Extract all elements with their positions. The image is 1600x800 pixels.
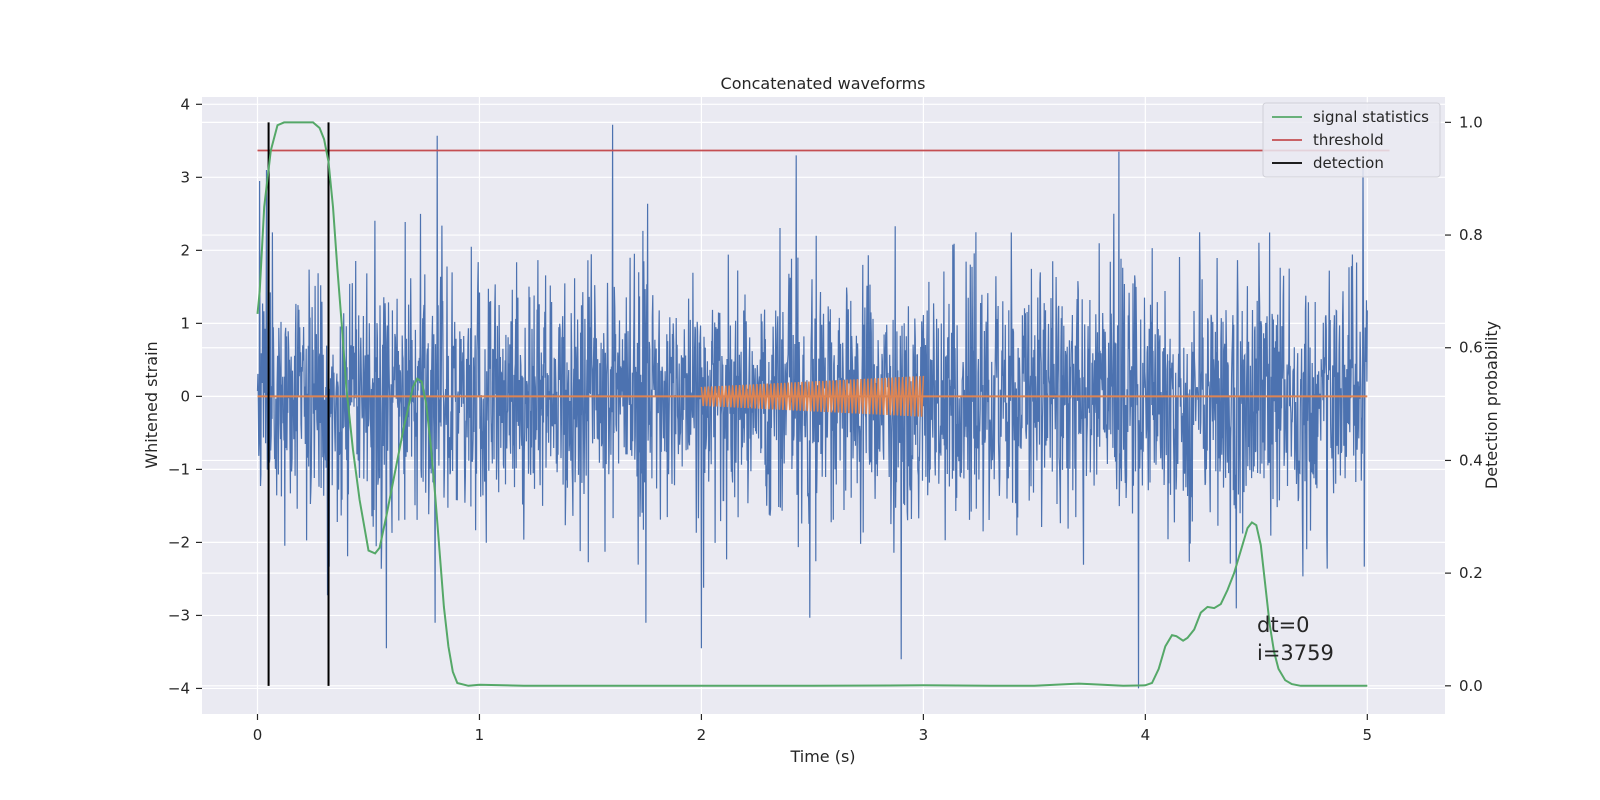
y-tick-label: 2 (180, 241, 190, 259)
x-tick-label: 1 (475, 726, 485, 744)
x-axis-title: Time (s) (789, 747, 855, 766)
injected-chirp (700, 375, 925, 417)
y2-tick-label: 0.0 (1459, 677, 1483, 695)
legend-box (1262, 102, 1441, 178)
detection-series (267, 122, 330, 686)
legend-label-threshold: threshold (1313, 131, 1384, 149)
annotation-dt: dt=0 (1257, 613, 1310, 637)
y-tick-label: 1 (180, 314, 190, 332)
x-tick-label: 4 (1141, 726, 1151, 744)
annotation-index: i=3759 (1257, 641, 1334, 665)
x-tick-label: 3 (919, 726, 929, 744)
signal-statistics-line (256, 121, 1368, 687)
y2-tick-label: 0.2 (1459, 564, 1483, 582)
legend-label-signal-statistics: signal statistics (1313, 108, 1429, 126)
x-tick-label: 2 (697, 726, 707, 744)
x-axis-ticks: 0 1 2 3 4 5 (253, 714, 1372, 744)
y2-tick-label: 0.8 (1459, 226, 1483, 244)
y-tick-label: 0 (180, 387, 190, 405)
y-tick-label: 3 (180, 168, 190, 186)
y2-tick-label: 1.0 (1459, 113, 1483, 131)
y-tick-label: −2 (168, 533, 190, 551)
strain-series (256, 124, 1368, 689)
y2-tick-label: 0.4 (1459, 451, 1483, 469)
y2-tick-label: 0.6 (1459, 339, 1483, 357)
y2-axis-title: Detection probability (1482, 321, 1501, 489)
annotation: dt=0 i=3759 (1257, 613, 1334, 665)
x-tick-label: 0 (253, 726, 263, 744)
legend: signal statistics threshold detection (1262, 102, 1441, 178)
y-tick-label: −1 (168, 460, 190, 478)
signal-statistics-series (256, 121, 1368, 687)
x-tick-label: 5 (1363, 726, 1373, 744)
chart-title: Concatenated waveforms (721, 74, 926, 93)
y-axis-title: Whitened strain (142, 341, 161, 468)
y-tick-label: 4 (180, 95, 190, 113)
legend-label-detection: detection (1313, 154, 1384, 172)
y-tick-label: −3 (168, 606, 190, 624)
strain-line (256, 124, 1368, 689)
injected-series (257, 375, 1368, 417)
y2-axis-ticks: 0.0 0.2 0.4 0.6 0.8 1.0 (1445, 113, 1483, 695)
y-tick-label: −4 (168, 679, 190, 697)
y-axis-ticks: −4 −3 −2 −1 0 1 2 3 4 (168, 95, 202, 697)
